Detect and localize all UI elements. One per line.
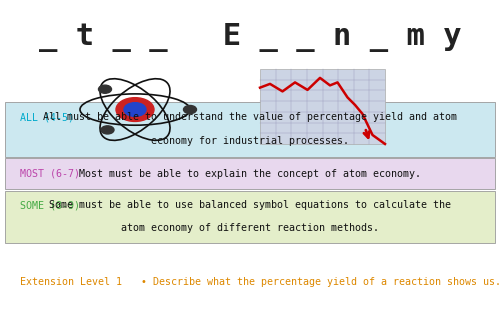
Circle shape (124, 103, 146, 116)
Text: ALL (4-5): ALL (4-5) (20, 112, 74, 122)
Text: All must be able to understand the value of percentage yield and atom: All must be able to understand the value… (43, 112, 457, 122)
Text: SOME (8-9): SOME (8-9) (20, 200, 80, 210)
Text: _ t _ _   E _ _ n _ m y: _ t _ _ E _ _ n _ m y (38, 23, 462, 52)
Text: Most must be able to explain the concept of atom economy.: Most must be able to explain the concept… (79, 169, 421, 179)
Text: Extension Level 1: Extension Level 1 (20, 277, 122, 287)
Text: • Describe what the percentage yield of a reaction shows us.: • Describe what the percentage yield of … (135, 277, 500, 287)
FancyBboxPatch shape (260, 69, 385, 144)
FancyBboxPatch shape (5, 102, 495, 156)
Text: atom economy of different reaction methods.: atom economy of different reaction metho… (121, 223, 379, 233)
Circle shape (116, 98, 154, 121)
Circle shape (98, 85, 112, 93)
FancyBboxPatch shape (5, 158, 495, 189)
FancyBboxPatch shape (5, 191, 495, 243)
Text: economy for industrial processes.: economy for industrial processes. (151, 136, 349, 146)
Text: Some must be able to use balanced symbol equations to calculate the: Some must be able to use balanced symbol… (49, 200, 451, 210)
Text: MOST (6-7): MOST (6-7) (20, 169, 80, 179)
Circle shape (184, 105, 196, 114)
Circle shape (101, 126, 114, 134)
